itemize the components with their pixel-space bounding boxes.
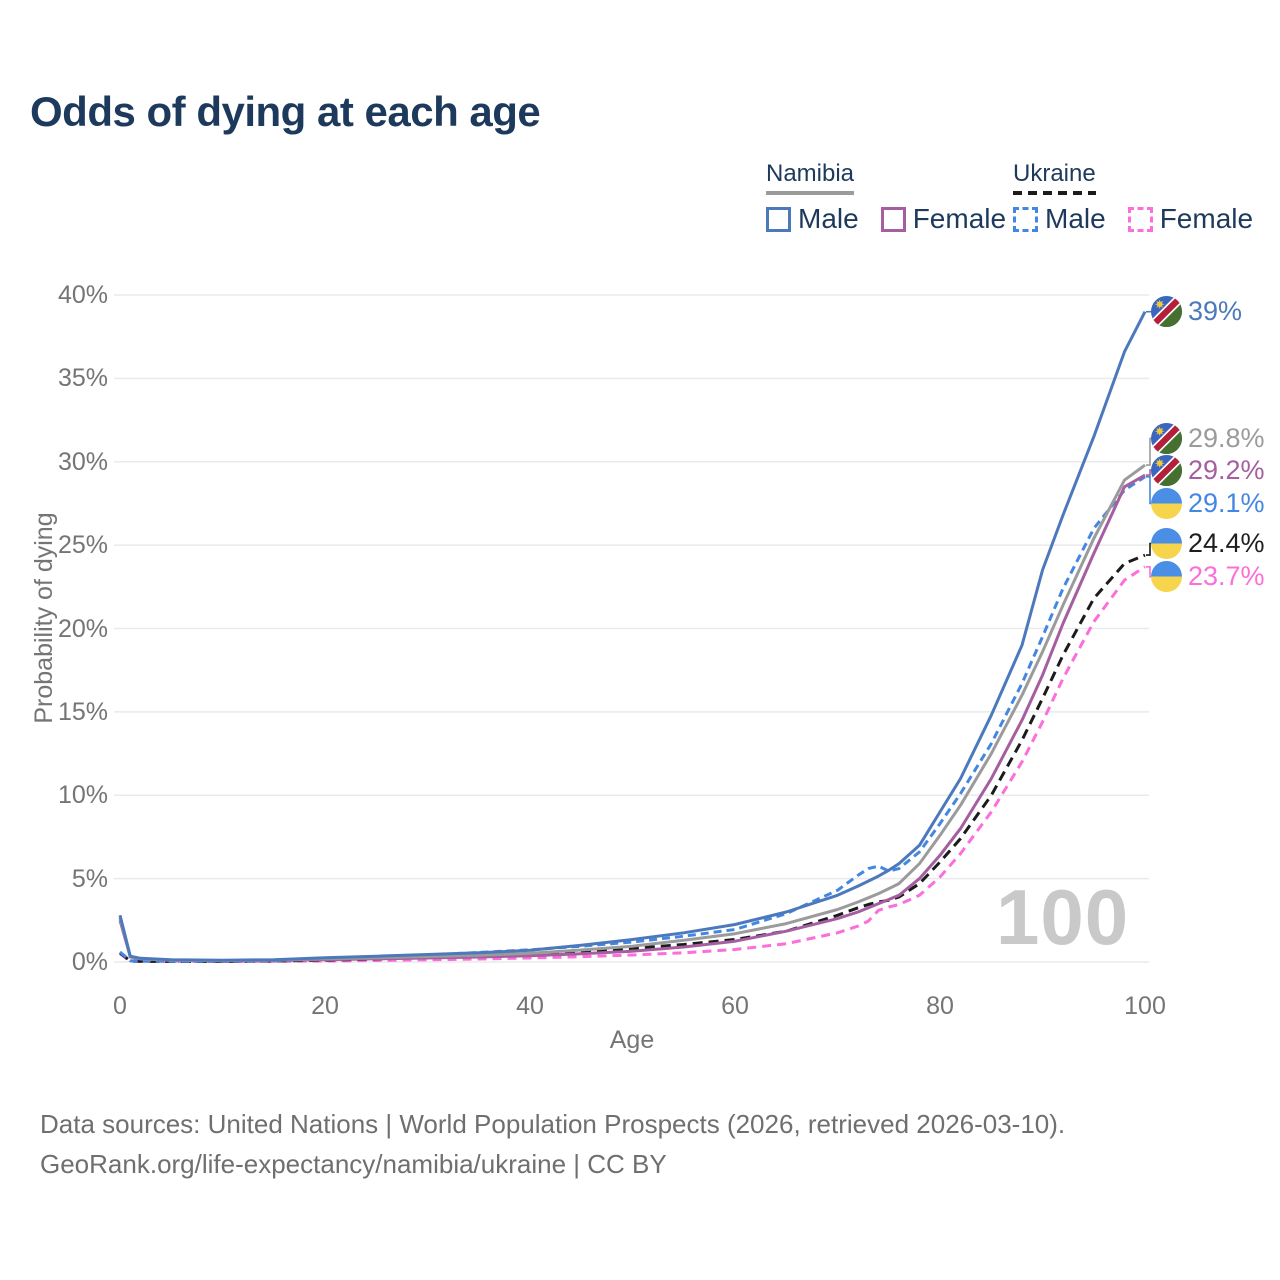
end-label-value-ukraine-all: 24.4% [1188,527,1265,558]
legend-swatch-ukraine-female[interactable] [1127,206,1153,232]
legend-group-namibia: Namibia Male Female [766,160,1028,235]
namibia-flag-icon [1151,455,1182,486]
line-namibia-male [118,311,1147,962]
legend-swatch-namibia-male[interactable] [766,206,791,232]
end-label-ukraine-male: 29.1% [1151,487,1265,519]
y-tick-label: 30% [57,447,108,476]
legend-swatch-ukraine-male[interactable] [1013,206,1038,232]
end-label-value-ukraine-male: 29.1% [1188,487,1265,518]
x-tick-label: 80 [926,992,954,1020]
end-label-ukraine-female: 23.7% [1151,561,1265,593]
y-axis-title: Probability of dying [30,512,58,724]
footer: Data sources: United Nations | World Pop… [40,1104,1065,1184]
y-tick-label: 40% [57,281,108,309]
legend-label-ukraine-female[interactable]: Female [1159,203,1254,234]
end-label-namibia-all: 29.8% [1151,422,1265,454]
attribution-url-text: GeoRank.org/life-expectancy/namibia/ukra… [40,1149,667,1179]
y-tick-label: 5% [71,864,108,893]
end-label-value-namibia-female: 29.2% [1188,454,1265,485]
page-title: Odds of dying at each age [30,88,541,135]
line-ukraine-male [119,475,1146,963]
x-tick-label: 20 [311,992,339,1020]
ukraine-line-style-swatch [1013,191,1096,195]
y-tick-label: 15% [57,697,108,726]
legend-country-ukraine: Ukraine [1013,160,1096,195]
legend-country-label: Ukraine [1013,160,1096,187]
end-label-value-namibia-male: 39% [1188,296,1243,327]
ukraine-flag-icon [1151,488,1182,519]
x-axis-title: Age [609,1026,655,1054]
legend-label-ukraine-male[interactable]: Male [1045,203,1106,234]
y-tick-label: 10% [57,781,108,810]
legend-label-namibia-male[interactable]: Male [798,203,859,234]
y-tick-label: 0% [71,948,108,976]
end-label-value-ukraine-female: 23.7% [1188,561,1265,592]
y-tick-label: 20% [57,614,108,643]
namibia-flag-icon [1151,296,1182,327]
x-tick-label: 40 [516,992,544,1020]
end-label-namibia-male: 39% [1151,296,1242,328]
end-label-namibia-female: 29.2% [1151,454,1265,486]
namibia-line-style-swatch [766,191,855,195]
legend-country-label: Namibia [766,160,855,187]
x-tick-label: 100 [1124,992,1166,1020]
legend-label-namibia-female[interactable]: Female [912,203,1007,234]
data-sources-text: Data sources: United Nations | World Pop… [40,1109,1066,1139]
x-tick-label: 0 [113,992,127,1020]
legend-country-namibia: Namibia [766,160,855,195]
end-label-value-namibia-all: 29.8% [1188,422,1265,453]
ukraine-flag-icon [1151,561,1182,592]
legend-group-ukraine: Ukraine Male Female [1013,160,1275,235]
line-ukraine-female [119,565,1146,963]
y-tick-label: 35% [57,364,108,393]
age-indicator: 100 [996,873,1130,961]
legend-swatch-namibia-female[interactable] [880,206,906,232]
ukraine-flag-icon [1151,528,1182,559]
x-tick-label: 60 [721,992,749,1020]
namibia-flag-icon [1151,423,1182,454]
end-label-ukraine-all: 24.4% [1151,527,1265,559]
y-tick-label: 25% [57,531,108,560]
line-ukraine-all [119,553,1146,963]
